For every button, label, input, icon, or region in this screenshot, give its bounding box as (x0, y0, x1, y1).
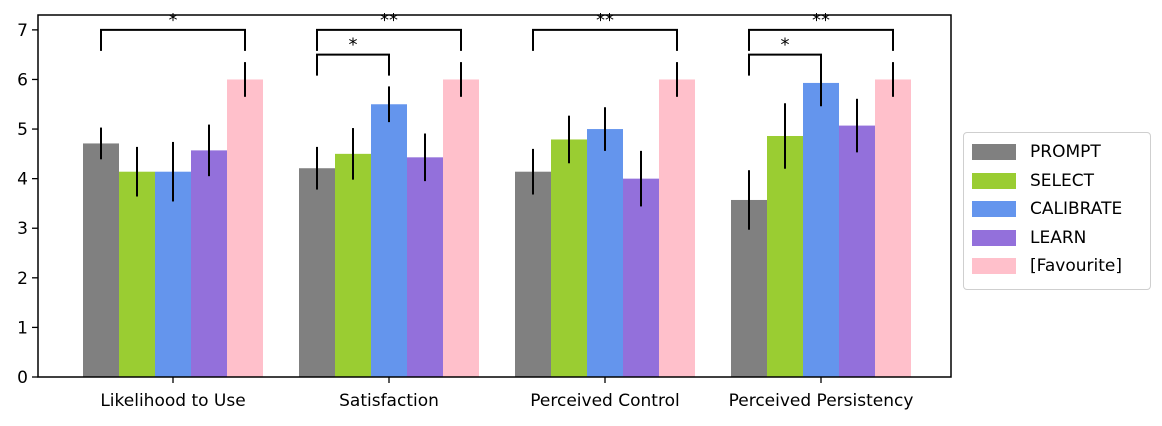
y-axis: 0 1 2 3 4 5 6 7 (17, 21, 38, 388)
bar (587, 129, 623, 377)
legend-item: SELECT (972, 170, 1094, 192)
bar (83, 143, 119, 377)
legend-swatch (972, 144, 1016, 160)
x-tick-label: Satisfaction (339, 391, 439, 411)
legend-label: [Favourite] (1030, 256, 1122, 276)
x-tick-label: Likelihood to Use (100, 391, 245, 411)
significance-label: * (169, 10, 178, 31)
legend: PROMPT SELECT CALIBRATE LEARN [Favourite] (963, 132, 1151, 290)
bar (119, 171, 155, 377)
significance-label: ** (380, 10, 398, 31)
bar (191, 150, 227, 377)
error-bars-layer (100, 59, 894, 230)
bar (407, 157, 443, 377)
significance-layer: * ***** *** (100, 10, 894, 76)
legend-label: CALIBRATE (1030, 199, 1123, 219)
bar (659, 79, 695, 377)
bar (299, 168, 335, 377)
significance-bracket (100, 28, 246, 51)
significance-bracket (748, 28, 894, 51)
legend-item: CALIBRATE (972, 198, 1122, 220)
significance-bracket (316, 28, 462, 51)
y-tick-label: 0 (17, 368, 28, 388)
bar (155, 171, 191, 377)
y-tick-label: 3 (17, 219, 28, 239)
bar (839, 125, 875, 378)
significance-bracket (748, 53, 822, 76)
bar (551, 139, 587, 377)
bar (227, 79, 263, 377)
bar (335, 153, 371, 377)
legend-item: LEARN (972, 227, 1086, 249)
bar (875, 79, 911, 377)
bar (371, 104, 407, 377)
legend-swatch (972, 229, 1016, 246)
x-axis: Likelihood to Use Satisfaction Perceived C… (100, 377, 913, 411)
bar (515, 171, 551, 377)
bar (443, 79, 479, 377)
legend-item: PROMPT (972, 141, 1101, 163)
bar (623, 178, 659, 377)
legend-swatch (972, 258, 1016, 274)
significance-bracket (532, 28, 678, 51)
significance-bracket (316, 53, 390, 76)
legend-swatch (972, 201, 1016, 217)
x-tick-label: Perceived Control (530, 391, 679, 411)
y-tick-label: 1 (17, 318, 28, 338)
y-tick-label: 6 (17, 70, 28, 90)
legend-label: PROMPT (1030, 142, 1101, 162)
y-tick-label: 2 (17, 269, 28, 289)
bar (767, 135, 803, 377)
legend-label: SELECT (1030, 170, 1094, 191)
x-tick-label: Perceived Persistency (729, 391, 914, 411)
bars-layer (83, 79, 911, 378)
legend-swatch (972, 172, 1016, 189)
legend-label: LEARN (1030, 227, 1087, 248)
significance-label: * (781, 35, 790, 56)
legend-item: [Favourite] (972, 255, 1122, 277)
significance-label: ** (596, 10, 614, 31)
y-tick-label: 7 (17, 21, 28, 41)
significance-label: * (349, 35, 358, 56)
bar (803, 82, 839, 378)
y-tick-label: 4 (17, 170, 28, 190)
plot-frame (37, 14, 952, 378)
significance-label: ** (812, 10, 830, 31)
y-tick-label: 5 (17, 120, 28, 140)
